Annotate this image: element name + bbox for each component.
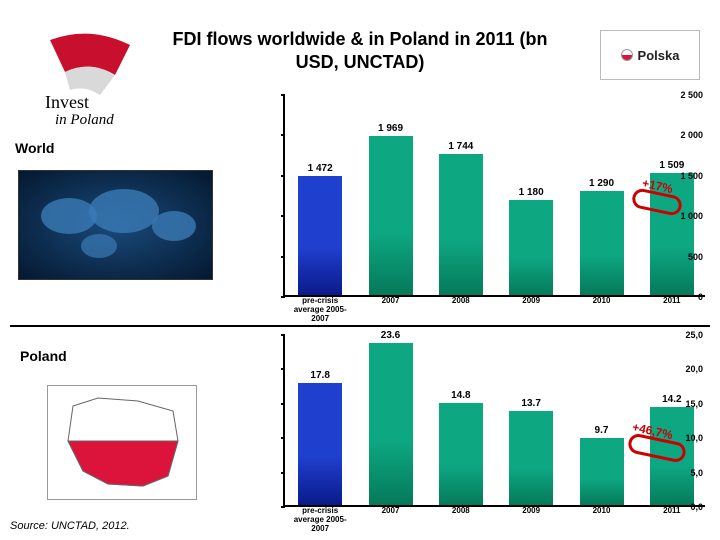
bar: 23.62007 [369, 330, 413, 505]
poland-section-label: Poland [20, 348, 67, 364]
x-axis-label: 2009 [509, 507, 553, 516]
y-tick-mark [281, 296, 285, 298]
y-tick-mark [281, 403, 285, 405]
y-tick-mark [281, 134, 285, 136]
bar-rect [509, 411, 553, 505]
invest-in-poland-logo: Invest in Poland [30, 30, 150, 128]
svg-text:Invest: Invest [45, 92, 89, 112]
polska-flag-icon [621, 49, 633, 61]
bar: 1 472pre-crisis average 2005-2007 [298, 163, 342, 295]
bar-rect [580, 438, 624, 505]
y-axis-tick: 500 [688, 252, 703, 262]
bar-rect [580, 191, 624, 295]
x-axis-label: 2008 [439, 507, 483, 516]
y-axis-tick: 5,0 [690, 468, 703, 478]
y-axis-tick: 20,0 [685, 364, 703, 374]
y-axis-tick: 1 000 [680, 211, 703, 221]
poland-map-image [47, 385, 197, 500]
bar-rect [369, 136, 413, 295]
bar-value-label: 9.7 [595, 425, 609, 436]
bar-rect [439, 403, 483, 505]
x-axis-label: pre-crisis average 2005-2007 [292, 297, 348, 323]
y-axis-tick: 15,0 [685, 399, 703, 409]
y-axis-tick: 2 500 [680, 90, 703, 100]
y-tick-mark [281, 437, 285, 439]
x-axis-label: 2011 [650, 297, 694, 306]
x-axis-label: 2007 [369, 297, 413, 306]
x-axis-label: 2011 [650, 507, 694, 516]
y-tick-mark [281, 506, 285, 508]
bar-value-label: 14.2 [662, 394, 681, 405]
bar-rect [439, 154, 483, 295]
bar-value-label: 1 509 [659, 160, 684, 171]
y-axis-tick: 25,0 [685, 330, 703, 340]
y-tick-mark [281, 256, 285, 258]
bar-value-label: 13.7 [521, 398, 540, 409]
bar-value-label: 1 744 [448, 141, 473, 152]
y-axis-tick: 2 000 [680, 130, 703, 140]
bar: 9.72010 [580, 425, 624, 505]
x-axis-label: 2007 [369, 507, 413, 516]
world-section-label: World [15, 140, 54, 156]
bar-value-label: 1 969 [378, 123, 403, 134]
bar-value-label: 1 290 [589, 178, 614, 189]
y-tick-mark [281, 368, 285, 370]
bar: 17.8pre-crisis average 2005-2007 [298, 370, 342, 505]
svg-text:in Poland: in Poland [55, 112, 114, 128]
world-map-image [18, 170, 213, 280]
bar-value-label: 1 180 [519, 187, 544, 198]
bar: 13.72009 [509, 398, 553, 505]
y-axis-tick: 0 [698, 292, 703, 302]
y-axis-tick: 0,0 [690, 502, 703, 512]
bar-rect [509, 200, 553, 295]
bar-rect [369, 343, 413, 505]
bar-value-label: 1 472 [308, 163, 333, 174]
polska-logo-text: Polska [638, 48, 680, 63]
source-citation: Source: UNCTAD, 2012. [10, 520, 130, 532]
bar-value-label: 14.8 [451, 390, 470, 401]
bar-rect [298, 383, 342, 505]
y-tick-mark [281, 175, 285, 177]
polska-logo: Polska [600, 30, 700, 80]
bar: 14.82008 [439, 390, 483, 505]
x-axis-label: 2010 [580, 297, 624, 306]
bar-value-label: 23.6 [381, 330, 400, 341]
x-axis-label: 2010 [580, 507, 624, 516]
bar: 1 1802009 [509, 187, 553, 295]
bar: 1 9692007 [369, 123, 413, 295]
y-tick-mark [281, 215, 285, 217]
bar-value-label: 17.8 [310, 370, 329, 381]
bar: 1 2902010 [580, 178, 624, 295]
y-tick-mark [281, 472, 285, 474]
section-divider [10, 325, 710, 327]
x-axis-label: pre-crisis average 2005-2007 [292, 507, 348, 533]
bar-rect [298, 176, 342, 295]
y-axis-tick: 10,0 [685, 433, 703, 443]
y-tick-mark [281, 334, 285, 336]
y-axis-tick: 1 500 [680, 171, 703, 181]
bar: 1 7442008 [439, 141, 483, 295]
y-tick-mark [281, 94, 285, 96]
x-axis-label: 2009 [509, 297, 553, 306]
page-title: FDI flows worldwide & in Poland in 2011 … [160, 28, 560, 73]
x-axis-label: 2008 [439, 297, 483, 306]
